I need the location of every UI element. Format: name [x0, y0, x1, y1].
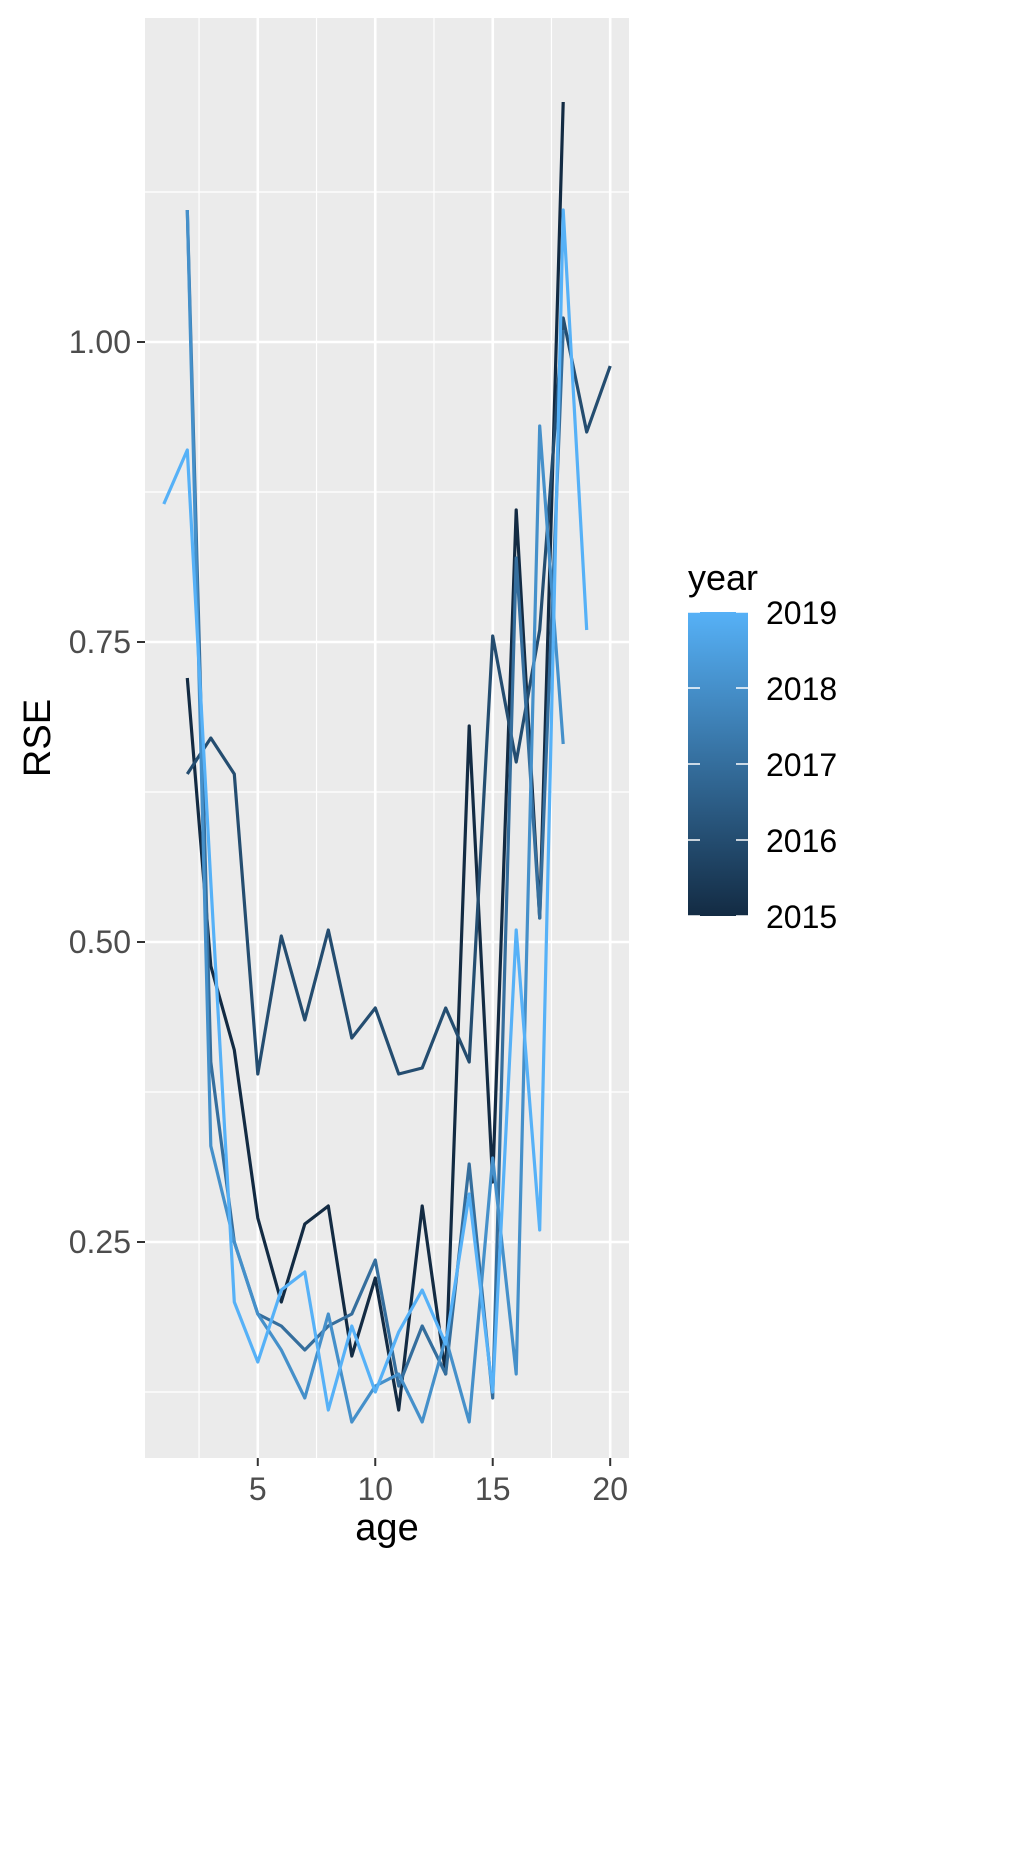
- series-line-2019: [162, 208, 589, 1412]
- legend-label: 2016: [766, 823, 837, 859]
- x-tick-label: 20: [592, 1471, 628, 1507]
- x-axis: 5 10 15 20: [249, 1458, 628, 1507]
- y-tick-label: 0.50: [69, 924, 131, 960]
- y-axis: 0.25 0.50 0.75 1.00: [69, 324, 145, 1260]
- y-axis-title: RSE: [17, 699, 59, 777]
- legend-title: year: [688, 557, 758, 598]
- legend-label: 2018: [766, 671, 837, 707]
- series-lines: [162, 101, 612, 1424]
- legend-label: 2015: [766, 899, 837, 935]
- legend-label: 2017: [766, 747, 837, 783]
- legend-ticks: 2019 2018 2017 2016 2015: [688, 595, 837, 935]
- y-tick-label: 0.25: [69, 1224, 131, 1260]
- y-tick-label: 0.75: [69, 624, 131, 660]
- legend: year 2019 2018 2017 2016 2015: [688, 557, 837, 935]
- x-tick-label: 15: [475, 1471, 511, 1507]
- x-tick-label: 10: [357, 1471, 393, 1507]
- series-line-2016: [185, 316, 612, 1076]
- x-tick-label: 5: [249, 1471, 267, 1507]
- x-axis-title: age: [355, 1507, 418, 1549]
- series-line-2015: [185, 101, 565, 1412]
- y-tick-label: 1.00: [69, 324, 131, 360]
- legend-label: 2019: [766, 595, 837, 631]
